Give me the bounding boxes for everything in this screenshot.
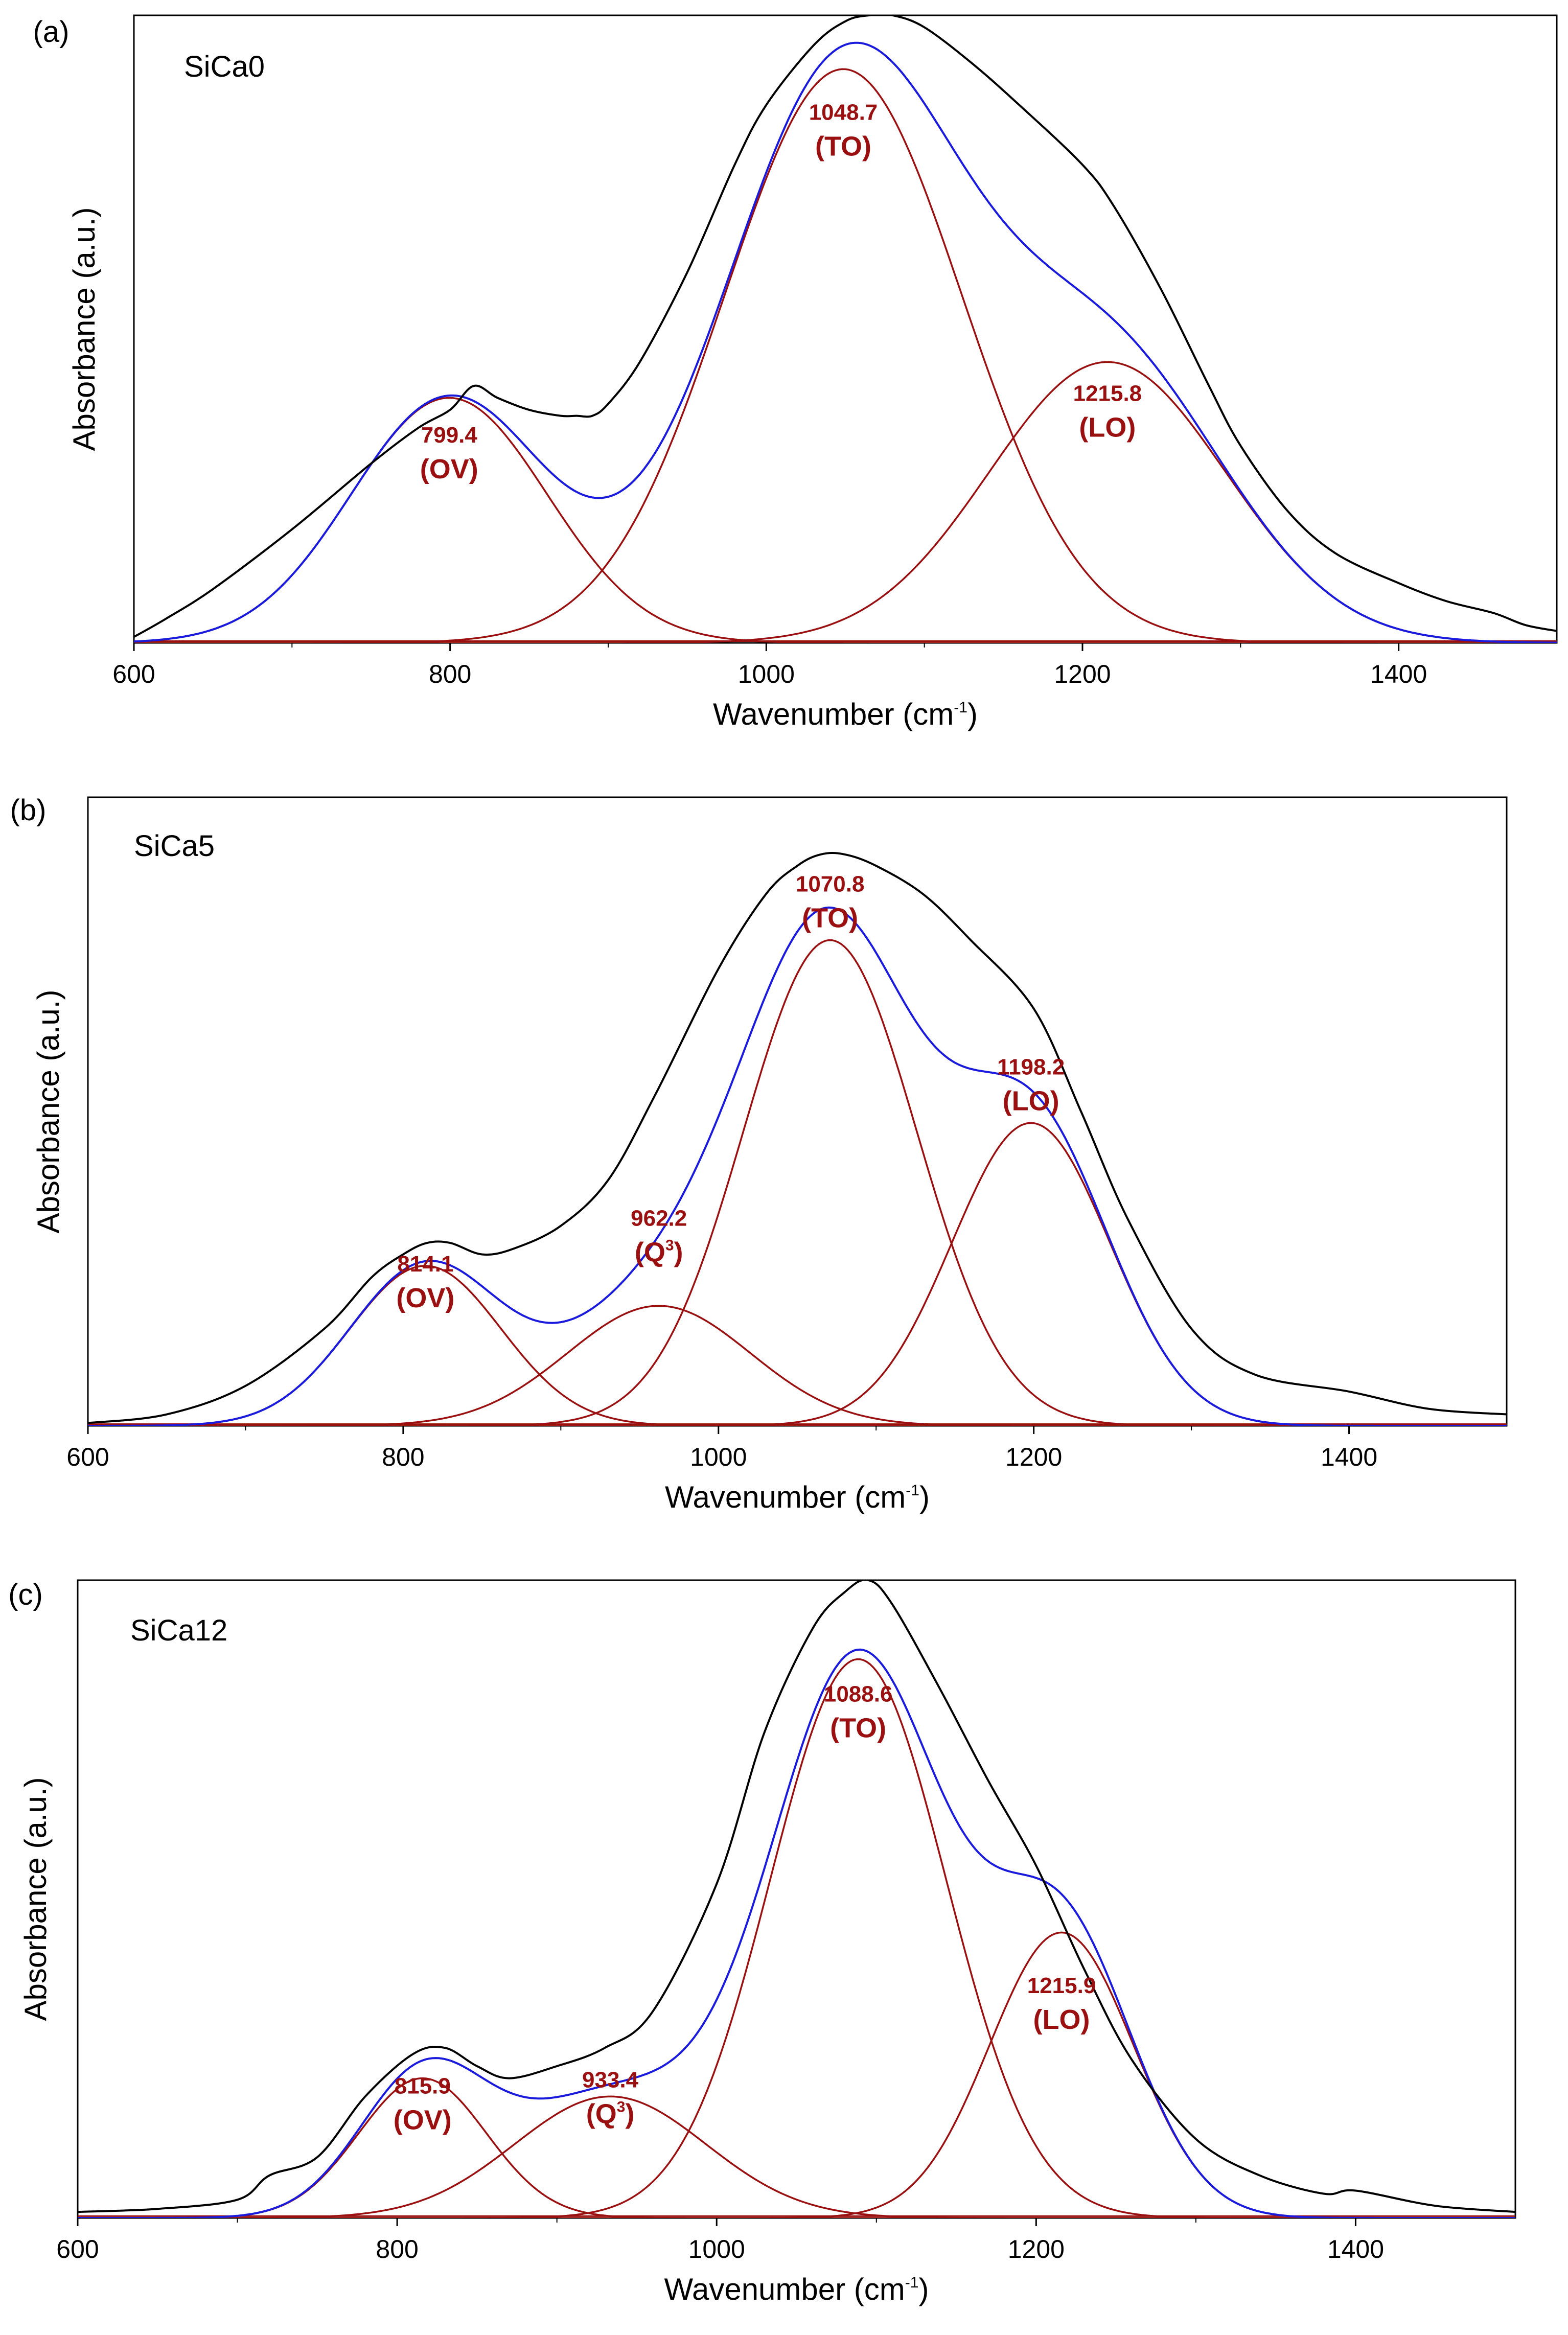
x-axis-title: Wavenumber (cm-1) bbox=[713, 697, 978, 731]
y-axis-title: Absorbance (a.u.) bbox=[31, 990, 65, 1234]
fit-envelope-line bbox=[78, 1648, 1515, 2218]
x-tick-label: 1400 bbox=[1327, 2235, 1384, 2263]
component-peak-3 bbox=[88, 1122, 1507, 1426]
fit-envelope-line bbox=[88, 906, 1507, 1426]
x-tick-label: 800 bbox=[429, 660, 471, 688]
x-tick-label: 800 bbox=[382, 1443, 424, 1471]
peak-position-label: 1048.7 bbox=[809, 100, 878, 125]
x-tick-label: 800 bbox=[376, 2235, 418, 2263]
peak-assignment-label: (LO) bbox=[1033, 2004, 1090, 2035]
curve-group bbox=[88, 852, 1507, 1426]
peak-position-label: 1070.8 bbox=[796, 872, 865, 897]
panel-letter: (a) bbox=[33, 15, 70, 49]
x-tick-label: 1200 bbox=[1054, 660, 1111, 688]
component-peak-2 bbox=[78, 1658, 1515, 2218]
component-peak-1 bbox=[88, 1305, 1507, 1426]
x-tick-label: 1000 bbox=[690, 1443, 747, 1471]
panel-letter: (c) bbox=[8, 1578, 43, 1611]
x-tick-label: 600 bbox=[112, 660, 155, 688]
peak-position-label: 799.4 bbox=[421, 423, 478, 448]
chart-panel-sica12: 600 800 1000 1200 1400 Wavenumber (cm-1) Absor… bbox=[8, 1578, 1516, 2306]
peak-position-label: 814.1 bbox=[397, 1252, 453, 1277]
panel-letter: (b) bbox=[10, 794, 47, 827]
measured-spectrum-line bbox=[78, 1580, 1515, 2213]
peak-assignment-label: (LO) bbox=[1003, 1085, 1059, 1116]
peak-assignment-label: (LO) bbox=[1079, 412, 1136, 443]
x-axis-title: Wavenumber (cm-1) bbox=[664, 2272, 929, 2306]
x-axis-title: Wavenumber (cm-1) bbox=[665, 1480, 930, 1514]
peak-assignment-label: (TO) bbox=[830, 1713, 886, 1744]
peak-assignment-label: (OV) bbox=[396, 1283, 454, 1313]
component-peak-3 bbox=[78, 1931, 1515, 2218]
peak-assignment-label: (TO) bbox=[815, 131, 871, 162]
curve-group bbox=[78, 1580, 1515, 2218]
component-peak-0 bbox=[78, 2077, 1515, 2218]
component-peak-2 bbox=[134, 361, 1557, 643]
peak-position-label: 933.4 bbox=[582, 2067, 639, 2092]
x-tick-label: 1000 bbox=[688, 2235, 745, 2263]
peak-assignment-label: (OV) bbox=[420, 454, 478, 484]
component-peak-2 bbox=[88, 939, 1507, 1426]
x-tick-label: 1400 bbox=[1321, 1443, 1377, 1471]
component-peak-0 bbox=[134, 397, 1557, 643]
curve-group bbox=[134, 15, 1557, 643]
peak-assignment-label: (Q3) bbox=[586, 2098, 635, 2129]
x-tick-label: 600 bbox=[66, 1443, 109, 1471]
chart-panel-sica0: 600 800 1000 1200 1400 Wavenumber (cm-1) Absor… bbox=[33, 14, 1558, 731]
y-axis-title: Absorbance (a.u.) bbox=[18, 1777, 53, 2021]
measured-spectrum-line bbox=[88, 852, 1507, 1424]
x-tick-label: 1200 bbox=[1005, 1443, 1062, 1471]
peak-position-label: 1198.2 bbox=[997, 1054, 1065, 1079]
plot-frame bbox=[77, 1579, 1516, 2219]
x-tick-label: 1400 bbox=[1370, 660, 1427, 688]
y-axis-title: Absorbance (a.u.) bbox=[67, 207, 101, 451]
peak-position-label: 962.2 bbox=[631, 1206, 687, 1231]
peak-assignment-label: (TO) bbox=[802, 903, 858, 934]
x-tick-label: 600 bbox=[56, 2235, 99, 2263]
peak-position-label: 815.9 bbox=[395, 2073, 451, 2098]
peak-position-label: 1215.9 bbox=[1027, 1973, 1096, 1998]
chart-panel-sica5: 600 800 1000 1200 1400 Wavenumber (cm-1) Absor… bbox=[10, 794, 1508, 1514]
sample-name: SiCa5 bbox=[134, 829, 215, 863]
x-tick-label: 1200 bbox=[1008, 2235, 1065, 2263]
peak-position-label: 1215.8 bbox=[1073, 381, 1142, 406]
sample-name: SiCa12 bbox=[130, 1614, 227, 1647]
peak-position-label: 1088.6 bbox=[824, 1682, 893, 1707]
measured-spectrum-line bbox=[134, 15, 1557, 638]
component-peak-0 bbox=[88, 1265, 1507, 1426]
x-tick-label: 1000 bbox=[738, 660, 795, 688]
peak-assignment-label: (Q3) bbox=[635, 1237, 683, 1268]
peak-assignment-label: (OV) bbox=[394, 2105, 452, 2135]
sample-name: SiCa0 bbox=[184, 50, 265, 83]
